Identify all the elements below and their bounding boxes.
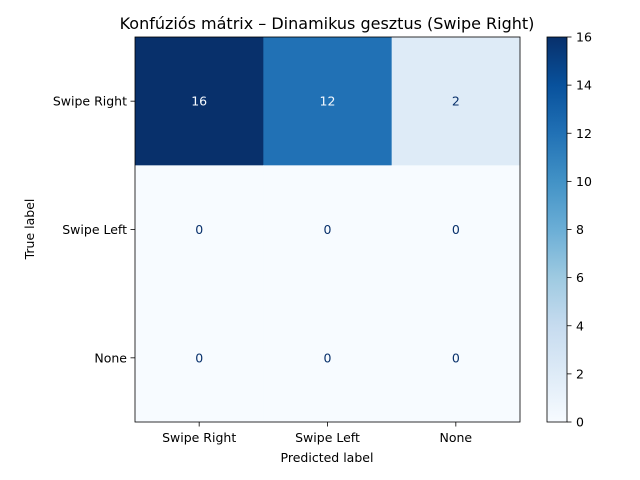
colorbar-tick-label: 2: [576, 366, 584, 381]
colorbar-tick-label: 4: [576, 318, 584, 333]
chart-title: Konfúziós mátrix – Dinamikus gesztus (Sw…: [120, 14, 535, 33]
cell-value-label: 2: [452, 94, 460, 109]
x-tick-label: Swipe Right: [162, 430, 236, 445]
cell-value-label: 12: [320, 94, 336, 109]
cell-value-label: 0: [195, 222, 203, 237]
y-tick-label: None: [94, 350, 127, 365]
colorbar-tick-label: 10: [576, 174, 592, 189]
cell-value-label: 0: [324, 222, 332, 237]
colorbar-ticks: 0 2 4 6 8 10 12 14 16: [567, 30, 592, 430]
matrix-cell-labels: 16 12 2 0 0 0 0 0 0: [191, 94, 460, 366]
y-tick-label: Swipe Right: [53, 94, 127, 109]
colorbar-tick-label: 12: [576, 126, 592, 141]
cell-value-label: 0: [324, 350, 332, 365]
matrix-cell: [135, 293, 264, 423]
matrix-cell: [263, 37, 393, 166]
y-axis-ticks: Swipe Right Swipe Left None: [53, 94, 135, 365]
y-axis-label: True label: [22, 199, 37, 261]
matrix-cell: [263, 165, 393, 295]
colorbar-tick-label: 0: [576, 415, 584, 430]
colorbar-tick-label: 8: [576, 222, 584, 237]
cell-value-label: 0: [195, 350, 203, 365]
y-tick-label: Swipe Left: [62, 222, 127, 237]
cell-value-label: 0: [452, 350, 460, 365]
colorbar-tick-label: 16: [576, 30, 592, 45]
matrix-cell: [135, 37, 264, 166]
matrix-cells: [135, 37, 521, 423]
matrix-cell: [135, 165, 264, 295]
cell-value-label: 16: [191, 94, 207, 109]
matrix-cell: [263, 293, 393, 423]
x-tick-label: Swipe Left: [295, 430, 360, 445]
cell-value-label: 0: [452, 222, 460, 237]
colorbar-tick-label: 14: [576, 78, 592, 93]
colorbar-tick-label: 6: [576, 270, 584, 285]
matrix-cell: [391, 293, 521, 423]
matrix-cell: [391, 37, 521, 166]
x-axis-label: Predicted label: [281, 450, 374, 465]
matrix-cell: [391, 165, 521, 295]
colorbar: [546, 36, 568, 423]
x-axis-ticks: Swipe Right Swipe Left None: [162, 422, 472, 445]
x-tick-label: None: [440, 430, 473, 445]
